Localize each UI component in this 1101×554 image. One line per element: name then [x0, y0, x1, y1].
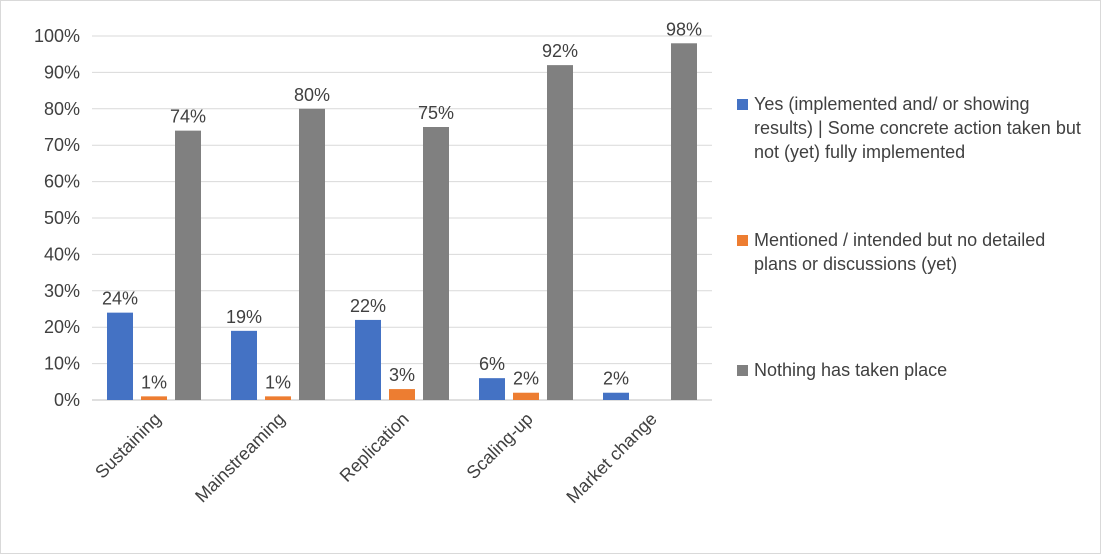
data-label-series-0-0: 24%: [102, 289, 138, 309]
bar-series-0-1: [231, 330, 257, 400]
bar-series-0-4: [603, 392, 629, 400]
y-tick-label: 10%: [44, 354, 80, 374]
y-tick-label: 30%: [44, 281, 80, 301]
y-tick-label: 90%: [44, 62, 80, 82]
y-tick-label: 20%: [44, 317, 80, 337]
data-label-series-0-3: 6%: [479, 354, 505, 374]
bar-series-2-3: [547, 65, 573, 401]
legend-label: Mentioned / intended but no detailed pla…: [754, 230, 1046, 274]
data-label-series-2-1: 80%: [294, 85, 330, 105]
y-axis-ticks: 0% 10% 20% 30% 40% 50% 60% 70% 80% 90% 100%: [34, 26, 80, 410]
legend-label: Nothing has taken place: [754, 360, 948, 380]
bars: [107, 43, 697, 401]
bar-series-1-1: [265, 396, 291, 400]
data-label-series-2-0: 74%: [170, 107, 206, 127]
data-label-series-0-1: 19%: [226, 307, 262, 327]
bar-series-2-2: [423, 127, 449, 400]
legend-swatch: [737, 99, 748, 110]
bar-series-2-0: [175, 130, 201, 400]
bar-series-2-4: [671, 43, 697, 400]
y-tick-label: 40%: [44, 244, 80, 264]
legend-label: Yes (implemented and/ or showing results…: [754, 94, 1081, 162]
y-tick-label: 100%: [34, 26, 80, 46]
data-label-series-2-3: 92%: [542, 41, 578, 61]
legend-swatch: [737, 365, 748, 376]
bar-series-1-0: [141, 396, 167, 400]
data-label-series-2-2: 75%: [418, 103, 454, 123]
bar-series-0-0: [107, 312, 133, 400]
data-label-series-1-0: 1%: [141, 372, 167, 392]
data-label-series-2-4: 98%: [666, 19, 702, 39]
y-tick-label: 80%: [44, 99, 80, 119]
y-tick-label: 0%: [54, 390, 80, 410]
bar-series-1-2: [389, 389, 415, 400]
data-label-series-0-4: 2%: [603, 369, 629, 389]
data-label-series-0-2: 22%: [350, 296, 386, 316]
bar-series-2-1: [299, 108, 325, 401]
data-label-series-1-2: 3%: [389, 365, 415, 385]
y-tick-label: 70%: [44, 135, 80, 155]
y-tick-label: 50%: [44, 208, 80, 228]
data-label-series-1-1: 1%: [265, 372, 291, 392]
legend-swatch: [737, 235, 748, 246]
data-labels: 24% 19% 22% 6% 2% 1% 1% 3% 2% 74% 80% 75% 92% 98%: [102, 19, 702, 392]
bar-series-0-2: [355, 319, 381, 400]
data-label-series-1-3: 2%: [513, 369, 539, 389]
bar-series-0-3: [479, 378, 505, 400]
y-tick-label: 60%: [44, 172, 80, 192]
bar-series-1-3: [513, 392, 539, 400]
